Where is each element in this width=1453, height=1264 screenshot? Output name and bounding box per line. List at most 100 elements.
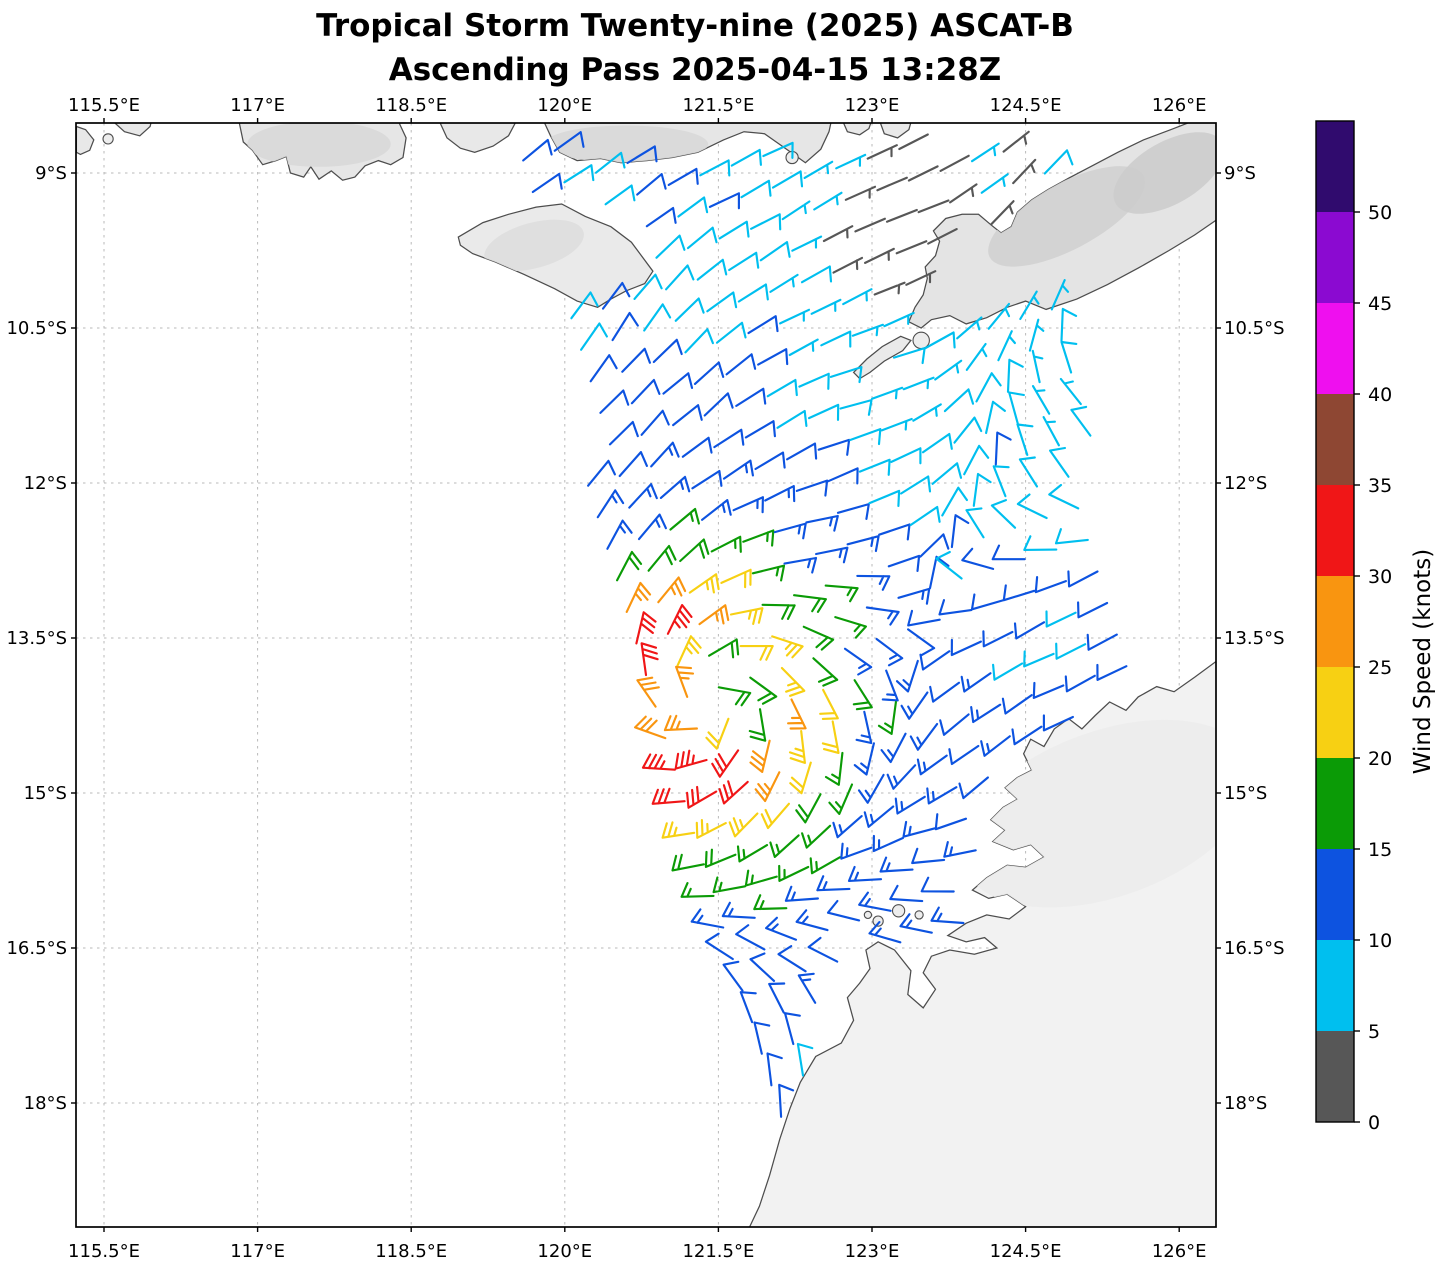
land-polygon-lombok-fragment [76,125,95,156]
wind-barb [778,864,810,882]
wind-barb [779,308,811,325]
land-islet-buccaneer-4 [863,910,873,920]
wind-barb [824,751,844,786]
wind-barb [990,499,1017,529]
wind-barb [749,952,776,982]
wind-barb [1048,483,1080,510]
wind-barb [698,604,730,626]
wind-barb [663,714,698,732]
wind-barb [824,584,859,603]
wind-barb [939,713,970,736]
wind-barb [800,265,833,284]
wind-barb [879,856,914,873]
wind-barb [960,672,992,693]
lat-tick-label-right: 12°S [1224,473,1267,494]
wind-barb [754,771,781,803]
wind-barb [1023,535,1058,551]
wind-barb [722,960,744,992]
wind-barb [768,982,786,1014]
wind-barb [626,145,658,165]
lon-tick-label-top: 115.5°E [68,95,140,116]
wind-barb [1049,446,1070,478]
wind-barb [674,749,708,770]
wind-barb [900,475,932,495]
wind-barb [851,323,884,337]
wind-barb [805,514,839,532]
land-polygon-west-flores-islands [439,123,516,153]
wind-barb [730,148,762,167]
wind-barb [704,932,734,961]
wind-barb [780,666,806,697]
wind-barb [950,638,982,657]
wind-barb [735,387,767,407]
wind-barb [680,882,715,898]
wind-barb [909,505,941,527]
wind-barb [975,372,1002,403]
wind-barb [982,630,1014,648]
wind-barb [789,761,812,795]
land-layer [76,123,1216,1227]
wind-barb [920,876,955,893]
wind-barb [880,417,913,432]
wind-barb [826,899,861,922]
wind-barb [832,256,864,274]
wind-barb [667,167,699,186]
wind-barb [640,642,659,677]
wind-barb [635,611,657,645]
wind-barb [704,848,737,868]
wind-barb [840,842,873,860]
wind-barb [854,217,886,233]
colorbar-tick-label: 50 [1368,202,1392,224]
lat-tick-label-left: 16.5°S [6,938,67,959]
wind-barb [911,847,946,865]
wind-barb [695,819,727,839]
wind-barb [655,234,686,259]
colorbar-segment [1316,212,1354,303]
wind-barb [636,676,660,708]
wind-barb [722,459,754,480]
wind-barb [1077,601,1109,619]
wind-barb [777,945,807,973]
wind-barb [909,722,939,751]
wind-barb [935,550,963,580]
wind-barb [994,431,1012,466]
wind-barb [744,420,776,439]
lon-tick-label-bottom: 118.5°E [375,1241,447,1262]
land-islet-lombok-strait [102,133,114,145]
wind-barb [587,459,616,487]
wind-barb [980,173,1009,194]
wind-barb [857,773,885,804]
wind-barb [1045,610,1077,628]
lon-tick-label-top: 117°E [230,95,285,116]
lon-tick-label-bottom: 124.5°E [990,1241,1062,1262]
wind-barb [712,876,747,894]
wind-barb [916,754,948,776]
wind-barb [754,451,786,471]
wind-barb [553,131,585,152]
wind-barb [594,151,626,174]
wind-barb [729,607,764,625]
wind-barb [1006,358,1024,393]
wind-barb [766,1052,783,1087]
wind-barb [650,441,680,468]
lon-tick-label-top: 124.5°E [990,95,1062,116]
wind-barb [753,894,788,911]
lon-tick-label-bottom: 117°E [230,1241,285,1262]
lon-tick-label-bottom: 123°E [845,1241,900,1262]
wind-barb [669,507,700,531]
wind-barb [691,469,723,490]
wind-barb [987,302,1011,330]
wind-barb [1032,681,1065,699]
wind-barb [671,853,705,872]
wind-barb [871,386,904,400]
colorbar-tick-label: 45 [1368,293,1392,315]
wind-barb [677,196,709,218]
wind-barb [807,403,840,421]
wind-barb [616,550,643,582]
wind-barb [917,199,950,214]
wind-barb [703,392,734,417]
wind-barb [1055,642,1087,660]
wind-barb [878,523,911,541]
wind-barb [815,546,849,564]
